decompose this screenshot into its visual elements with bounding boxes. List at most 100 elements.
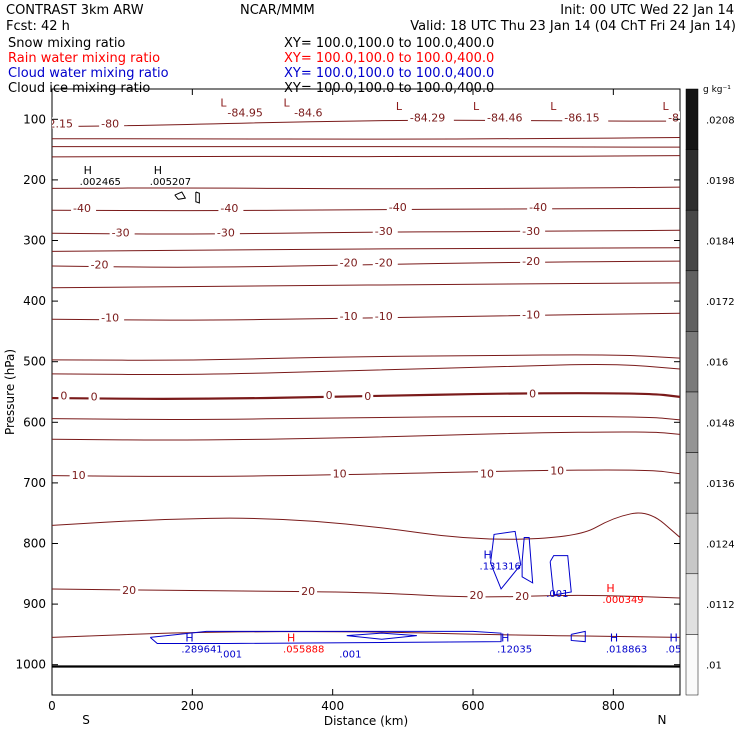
colorbar-label-1: .0198	[706, 176, 735, 187]
isotherm-label-bg-33	[120, 583, 139, 595]
extremum-mark-15: H	[501, 632, 509, 645]
isotherm-label-bg-8	[71, 202, 97, 214]
extremum-mark-1: L	[284, 97, 291, 110]
colorbar-label-2: .0184	[706, 237, 735, 248]
isotherm-line-5	[52, 207, 680, 212]
extremum-mark-7: H	[154, 164, 162, 177]
contour-group: 2.15 -80 -84.95 -84.6 -84.29 -84.46 -86.15 -87 -…	[48, 97, 694, 668]
isotherm-label-6: -86.15	[564, 111, 599, 124]
isotherm-label-bg-28	[527, 387, 539, 399]
y-tick-label-6: 700	[23, 476, 46, 490]
extremum-value-16: .018863	[606, 645, 647, 656]
isotherm-label-34: 20	[301, 585, 315, 598]
isotherm-label-bg-25	[88, 390, 100, 402]
isotherm-label-1: -80	[101, 117, 119, 130]
extremum-value-15: .12035	[497, 645, 532, 656]
isotherm-label-bg-7	[666, 111, 680, 123]
colorbar-label-4: .016	[706, 358, 728, 369]
valid-time: Valid: 18 UTC Thu 23 Jan 14 (04 ChT Fri …	[410, 19, 736, 34]
colorbar: .0208 .0198 .0184 .0172 .016 .0148 .0136 .0124.…	[685, 85, 735, 696]
legend-rain-xy: XY= 100.0,100.0 to 100.0,400.0	[284, 51, 495, 66]
colorbar-label-5: .0148	[706, 418, 735, 429]
x-tick-label-4: 800	[602, 699, 625, 713]
isotherm-line-17	[52, 512, 680, 540]
isotherm-label-bg-2	[225, 106, 272, 118]
extremum-mark-3: L	[473, 100, 480, 113]
isotherm-label-30: 10	[333, 468, 347, 481]
legend-snow-name: Snow mixing ratio	[8, 36, 126, 51]
x-tick-label-0: 0	[48, 699, 56, 713]
extremum-mark-16: H	[610, 632, 618, 645]
colorbar-label-7: .0124	[706, 540, 735, 551]
extremum-mark-6: H	[84, 164, 92, 177]
mixing-ratio-contour-1	[521, 536, 534, 584]
extremum-mark-10: H	[606, 582, 614, 595]
isotherm-label-29: 10	[72, 469, 86, 482]
isotherm-label-11: -40	[529, 201, 547, 214]
isotherm-label-20: -10	[101, 311, 119, 324]
isotherm-label-bg-14	[372, 225, 398, 237]
extremum-value-17: .0551	[665, 645, 694, 656]
isotherm-label-bg-26	[323, 388, 335, 400]
x-tick-label-1: 200	[181, 699, 204, 713]
x-end-label-south: S	[82, 713, 90, 727]
isotherm-label-bg-23	[520, 308, 546, 320]
y-tick-label-8: 900	[23, 597, 46, 611]
forecast-hour: Fcst: 42 h	[6, 19, 70, 34]
plot-frame	[51, 88, 681, 696]
isotherm-line-15	[52, 431, 680, 441]
isotherm-line-14	[52, 415, 680, 421]
isotherm-label-bg-4	[407, 111, 454, 123]
mixing-ratio-contour-0	[490, 530, 522, 590]
isotherm-label-27: 0	[364, 390, 371, 403]
isotherm-label-33: 20	[122, 584, 136, 597]
isotherm-label-25: 0	[91, 391, 98, 404]
mixing-ratio-contour-2	[549, 555, 572, 596]
y-tick-label-7: 800	[23, 537, 46, 551]
colorbar-label-0: .0208	[706, 115, 735, 126]
mixing-ratio-contour-7	[195, 191, 200, 204]
isotherm-label-bg-15	[520, 225, 546, 237]
isotherm-label-0: 2.15	[48, 117, 73, 130]
isotherm-label-28: 0	[529, 388, 536, 401]
extremum-mark-8: H	[484, 549, 492, 562]
extremum-value-6: .002465	[80, 177, 121, 188]
isotherm-label-bg-9	[218, 202, 244, 214]
colorbar-box-9	[685, 634, 699, 696]
isotherm-label-bg-16	[88, 258, 114, 270]
isotherm-label-bg-34	[299, 585, 318, 597]
isotherm-label-bg-10	[386, 200, 412, 212]
isotherm-label-2: -84.95	[227, 106, 262, 119]
extremum-mark-17: H	[669, 632, 677, 645]
y-tick-label-9: 1000	[15, 658, 46, 672]
isotherm-line-6	[52, 229, 680, 235]
isotherm-label-bg-21	[337, 310, 363, 322]
isotherm-label-bg-1	[99, 117, 125, 129]
legend-cloud-water-name: Cloud water mixing ratio	[8, 66, 169, 81]
extremum-value-10: .000349	[602, 595, 643, 606]
isotherm-line-7	[52, 247, 680, 252]
isotherm-label-14: -30	[375, 225, 393, 238]
x-tick-label-2: 400	[321, 699, 344, 713]
model-title: CONTRAST 3km ARW	[6, 3, 144, 18]
isotherm-line-12	[52, 363, 680, 376]
y-tick-label-0: 100	[23, 112, 46, 126]
isotherm-label-23: -10	[522, 308, 540, 321]
colorbar-label-6: .0136	[706, 479, 735, 490]
x-axis-title: Distance (km)	[324, 714, 408, 728]
isotherm-label-16: -20	[91, 259, 109, 272]
x-end-label-north: N	[658, 713, 667, 727]
colorbar-box-4	[685, 331, 699, 393]
isotherm-label-15: -30	[522, 225, 540, 238]
isotherm-label-bg-36	[513, 590, 532, 602]
isotherm-label-bg-29	[69, 468, 88, 480]
isotherm-label-bg-5	[485, 111, 532, 123]
isotherm-label-bg-6	[562, 111, 609, 123]
isotherm-label-bg-30	[330, 467, 349, 479]
extremum-value-14: .001	[339, 650, 361, 661]
isotherm-label-bg-22	[372, 310, 398, 322]
legend-snow-xy: XY= 100.0,100.0 to 100.0,400.0	[284, 36, 495, 51]
mixing-ratio-contour-3	[149, 630, 502, 644]
colorbar-label-9: .01	[706, 661, 722, 672]
isotherm-label-12: -30	[112, 226, 130, 239]
